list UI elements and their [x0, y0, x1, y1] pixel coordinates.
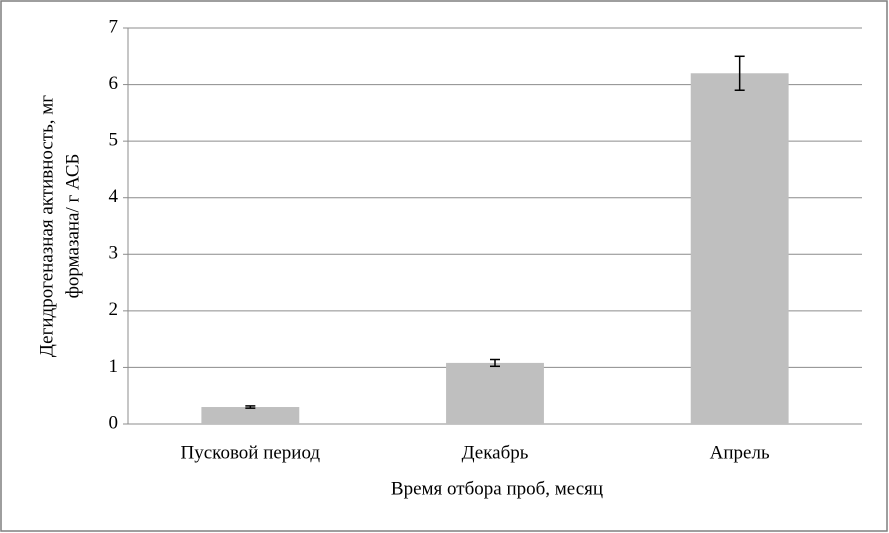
error-bar: [245, 405, 256, 409]
y-tick-label: 3: [109, 243, 119, 264]
bar: [201, 407, 300, 424]
y-tick-label: 2: [109, 299, 119, 320]
y-tick-label: 5: [109, 130, 119, 151]
y-axis-label: Дегидрогеназная активность, мг: [36, 95, 57, 357]
y-tick-label: 0: [109, 412, 119, 433]
x-axis-label: Время отбора проб, месяц: [391, 478, 603, 499]
error-bar: [490, 358, 500, 368]
y-tick-label: 4: [109, 186, 119, 207]
x-tick-label: Пусковой период: [181, 442, 321, 463]
y-tick-label: 7: [109, 16, 119, 37]
y-axis-label: формазана/ г АСБ: [62, 154, 83, 299]
x-tick-label: Апрель: [710, 442, 770, 463]
y-tick-label: 1: [109, 356, 119, 377]
y-tick-label: 6: [109, 73, 119, 94]
x-tick-label: Декабрь: [462, 442, 529, 463]
bar: [446, 362, 544, 424]
error-bar: [734, 55, 745, 91]
bar: [690, 73, 789, 424]
